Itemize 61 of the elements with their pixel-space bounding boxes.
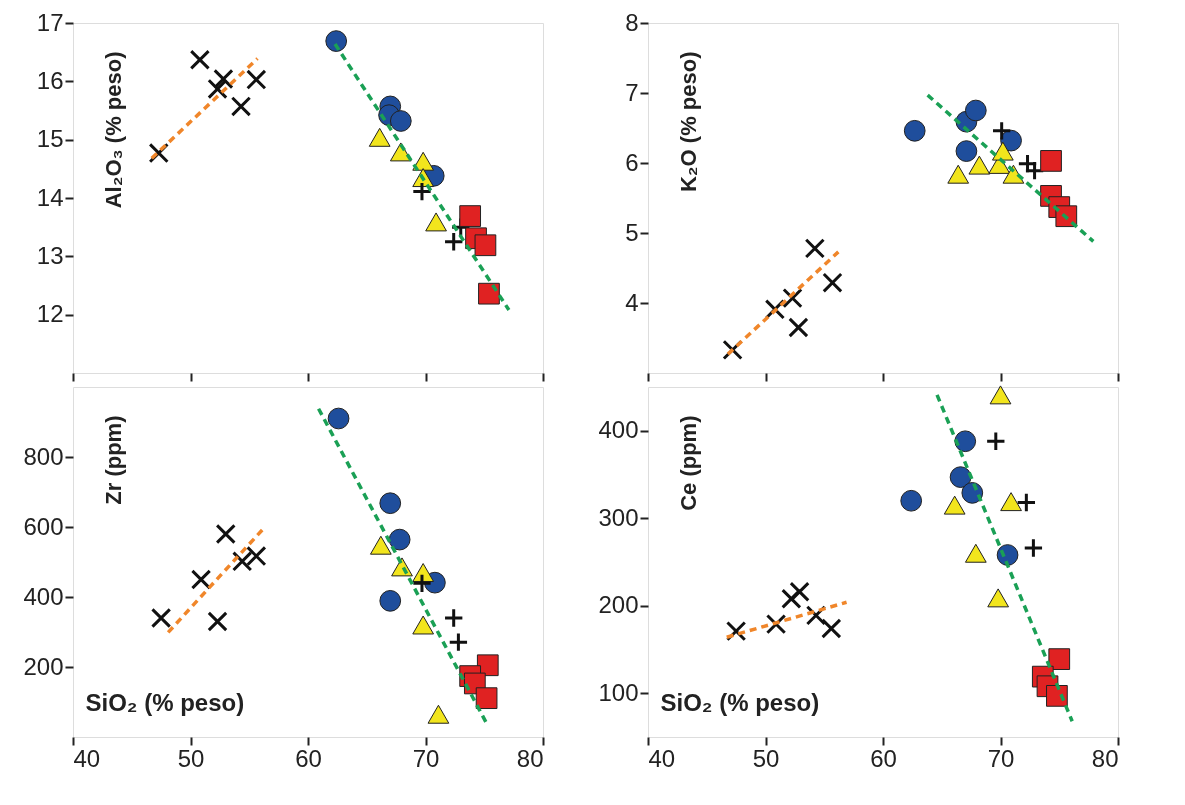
point [213, 68, 234, 90]
y-axis-title: K₂O (% peso) [675, 51, 701, 193]
y-tick-label: 14 [36, 183, 64, 211]
y-tick-label: 800 [23, 442, 64, 470]
point [903, 119, 926, 142]
y-tick-label: 6 [625, 148, 639, 176]
y-tick-label: 8 [625, 8, 639, 36]
x-tick-label: 70 [987, 744, 1015, 772]
x-tick-label: 40 [648, 744, 676, 772]
point [389, 110, 412, 132]
y-tick-label: 5 [625, 218, 639, 246]
x-tick-label: 40 [73, 744, 101, 772]
y-axis-title: Zr (ppm) [100, 415, 126, 505]
point [411, 181, 433, 202]
point [968, 155, 991, 175]
point [991, 141, 1014, 161]
point [325, 30, 348, 52]
y-tick-label: 15 [36, 125, 64, 153]
point [478, 282, 500, 305]
point [425, 212, 447, 232]
y-tick-label: 400 [598, 416, 639, 444]
point [459, 205, 482, 227]
x-tick-label: 60 [870, 744, 897, 772]
point [443, 231, 464, 252]
y-tick-label: 200 [23, 652, 64, 680]
y-tick-label: 400 [23, 582, 64, 610]
point [955, 140, 978, 162]
y-tick-label: 300 [598, 503, 639, 531]
x-axis-title: SiO₂ (% peso) [85, 688, 245, 716]
point [991, 120, 1012, 141]
point [804, 238, 826, 259]
x-tick-label: 80 [516, 744, 544, 772]
y-tick-label: 7 [625, 78, 639, 106]
x-tick-label: 50 [752, 744, 780, 772]
y-tick-label: 16 [36, 66, 64, 94]
point [947, 164, 970, 184]
x-tick-label: 50 [177, 744, 205, 772]
point [246, 69, 267, 90]
point [368, 127, 391, 147]
y-tick-label: 600 [23, 512, 64, 540]
x-axis-title: SiO₂ (% peso) [660, 688, 820, 716]
x-tick-label: 70 [412, 744, 440, 772]
x-tick-label: 80 [1091, 744, 1119, 772]
point [189, 49, 211, 70]
point [964, 99, 987, 122]
y-tick-label: 17 [36, 8, 64, 36]
y-axis-title: Ce (ppm) [675, 415, 701, 511]
point [822, 272, 843, 293]
point [782, 287, 803, 309]
point [788, 317, 809, 338]
y-tick-label: 4 [625, 288, 639, 316]
x-tick-label: 60 [295, 744, 322, 772]
y-tick-label: 200 [598, 591, 639, 619]
y-axis-title: Al₂O₃ (% peso) [100, 51, 126, 209]
y-tick-label: 100 [598, 678, 639, 706]
point [474, 234, 497, 257]
y-tick-label: 13 [36, 241, 64, 269]
point [207, 78, 228, 100]
point [1040, 150, 1062, 172]
y-tick-label: 12 [36, 300, 64, 328]
point [230, 96, 252, 117]
